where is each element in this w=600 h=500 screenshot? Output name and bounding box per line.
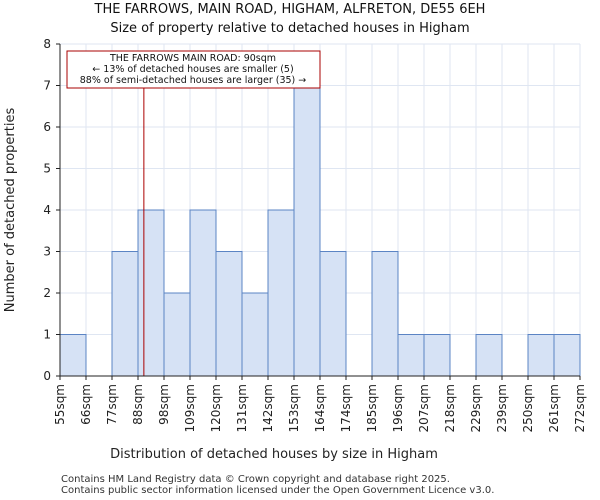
bar-142sqm	[267, 209, 295, 377]
bar-185sqm	[371, 251, 399, 377]
axes: 0 1 2 3 4 5 6 7 8 55sqm 66sqm 77sqm 88sqm 98sqm 109sqm…	[43, 37, 587, 432]
bar-229sqm	[475, 334, 503, 377]
bar-164sqm	[319, 251, 347, 377]
y-tick-label-0: 0	[43, 369, 51, 383]
y-tick-label-1: 1	[43, 328, 51, 342]
bar-88sqm	[137, 209, 165, 377]
x-tick-label-185sqm: 185sqm	[365, 384, 379, 432]
annotation-frame	[66, 50, 321, 89]
x-tick-label-174sqm: 174sqm	[339, 384, 353, 432]
x-tick-label-261sqm: 261sqm	[547, 384, 561, 432]
chart-title: THE FARROWS, MAIN ROAD, HIGHAM, ALFRETON…	[94, 2, 486, 17]
x-axis-label: Distribution of detached houses by size …	[110, 447, 438, 462]
x-tick-label-77sqm: 77sqm	[105, 384, 119, 425]
bar-109sqm	[189, 209, 217, 377]
bar-261sqm	[553, 334, 581, 377]
x-tick-label-250sqm: 250sqm	[521, 384, 535, 432]
bar-131sqm	[241, 292, 269, 377]
x-tick-label-207sqm: 207sqm	[417, 384, 431, 432]
x-tick-label-153sqm: 153sqm	[287, 384, 301, 432]
footer-line-1: Contains HM Land Registry data © Crown c…	[61, 474, 450, 485]
x-tick-label-98sqm: 98sqm	[157, 384, 171, 425]
y-tick-label-2: 2	[43, 286, 51, 300]
bar-196sqm	[397, 334, 425, 377]
y-tick-label-3: 3	[43, 245, 51, 259]
x-tick-label-196sqm: 196sqm	[391, 384, 405, 432]
footer-line-2: Contains public sector information licen…	[61, 485, 495, 496]
chart-subtitle: Size of property relative to detached ho…	[110, 21, 469, 36]
bar-98sqm	[163, 292, 191, 377]
x-tick-label-131sqm: 131sqm	[235, 384, 249, 432]
x-tick-label-142sqm: 142sqm	[261, 384, 275, 432]
y-tick-label-6: 6	[43, 120, 51, 134]
annotation-line-2: ← 13% of detached houses are smaller (5)	[92, 64, 293, 75]
bar-120sqm	[215, 251, 243, 377]
y-axis-label: Number of detached properties	[3, 108, 18, 313]
y-tick-label-5: 5	[43, 162, 51, 176]
bar-55sqm	[59, 334, 87, 377]
y-tick-label-7: 7	[43, 79, 51, 93]
annotation-line-1: THE FARROWS MAIN ROAD: 90sqm	[109, 53, 276, 64]
x-tick-label-88sqm: 88sqm	[131, 384, 145, 425]
x-tick-label-120sqm: 120sqm	[209, 384, 223, 432]
annotation-line-3: 88% of semi-detached houses are larger (…	[80, 75, 307, 86]
x-tick-label-109sqm: 109sqm	[183, 384, 197, 432]
x-tick-label-239sqm: 239sqm	[495, 384, 509, 432]
x-tick-label-66sqm: 66sqm	[79, 384, 93, 425]
x-tick-label-218sqm: 218sqm	[443, 384, 457, 432]
annotation-box: THE FARROWS MAIN ROAD: 90sqm ← 13% of de…	[66, 50, 321, 89]
bars	[59, 85, 581, 377]
x-tick-label-55sqm: 55sqm	[53, 384, 67, 425]
y-tick-label-4: 4	[43, 203, 51, 217]
x-tick-label-164sqm: 164sqm	[313, 384, 327, 432]
y-tick-label-8: 8	[43, 37, 51, 51]
x-tick-label-272sqm: 272sqm	[573, 384, 587, 432]
x-tick-label-229sqm: 229sqm	[469, 384, 483, 432]
bar-250sqm	[527, 334, 555, 377]
bar-153sqm	[293, 85, 321, 377]
bar-77sqm	[111, 251, 139, 377]
bar-207sqm	[423, 334, 451, 377]
